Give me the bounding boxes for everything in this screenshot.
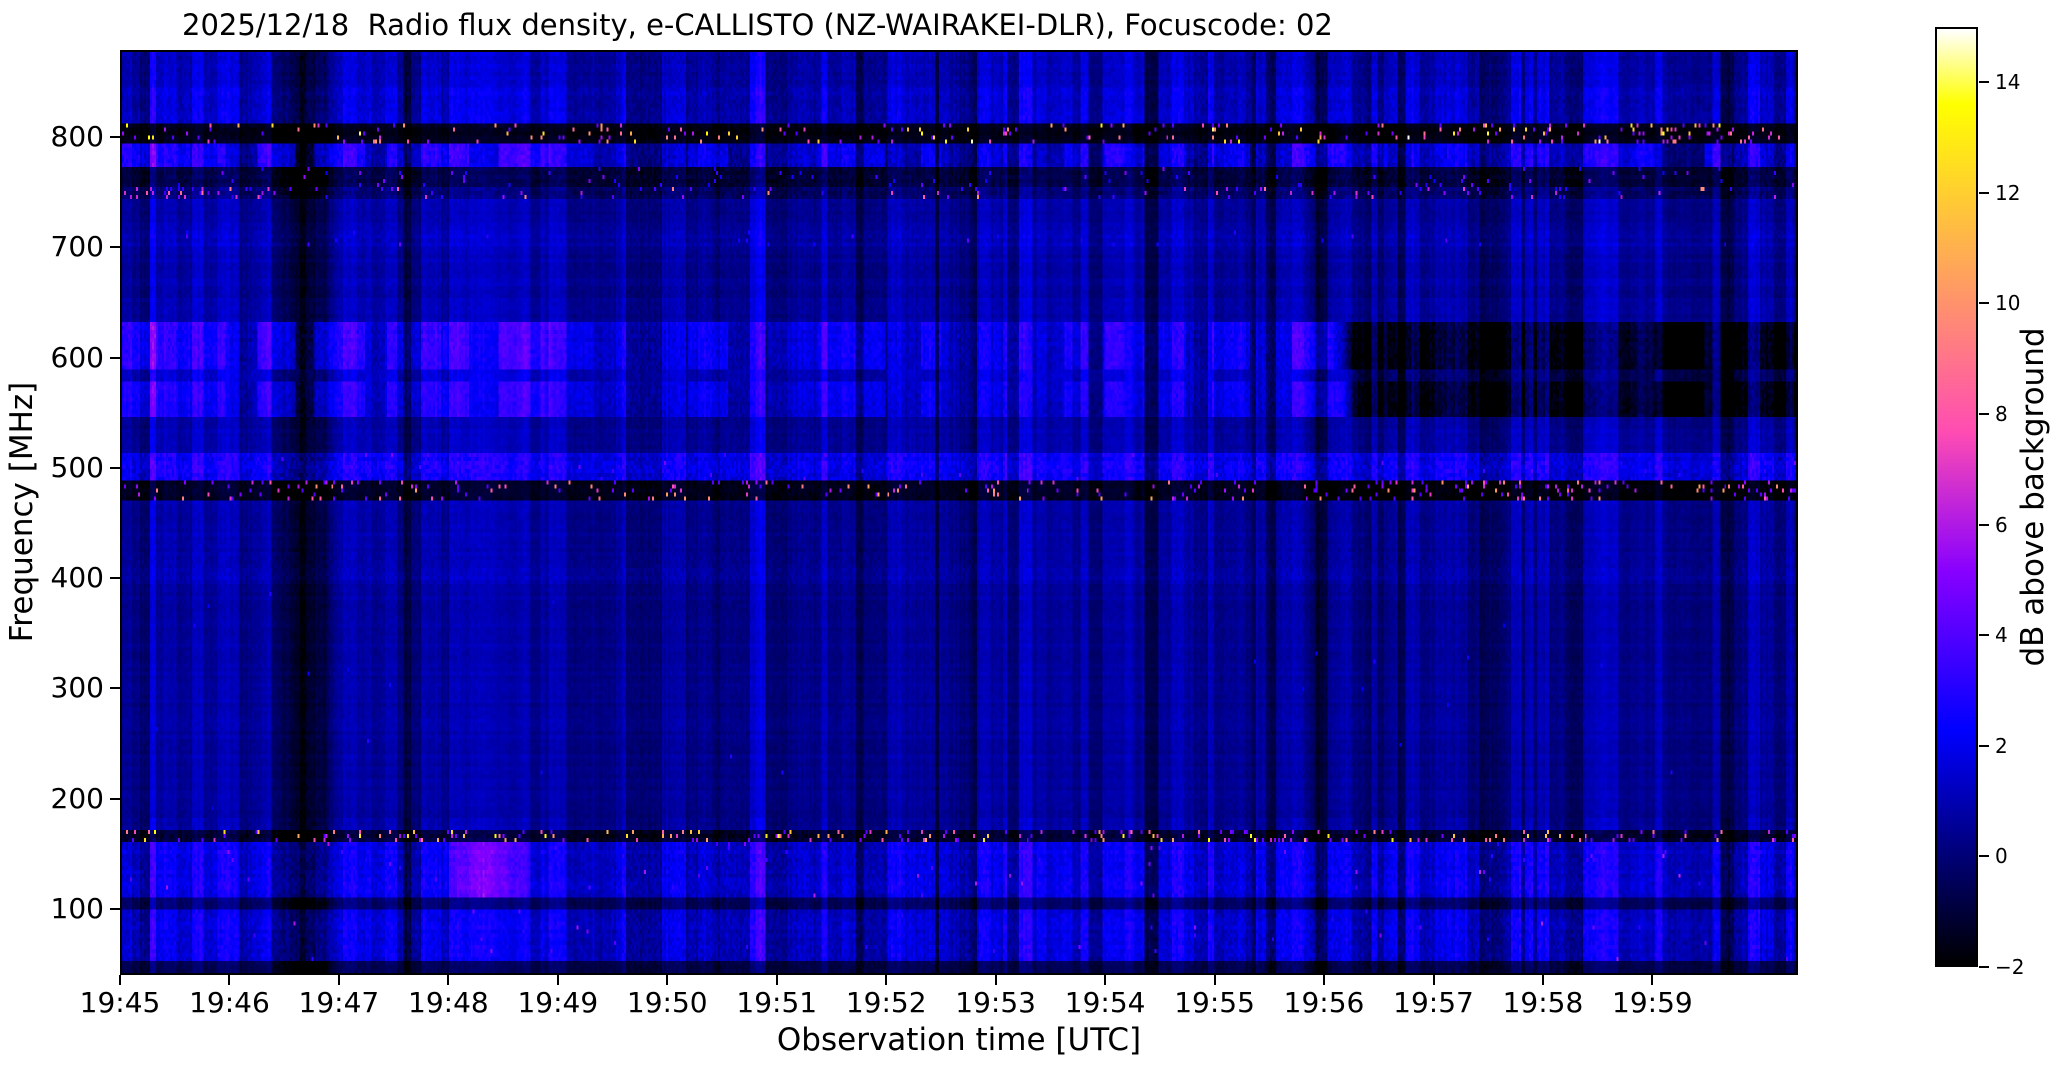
x-tick-label: 19:52 [845, 986, 927, 1019]
x-tick-label: 19:56 [1283, 986, 1365, 1019]
y-tick-label: 600 [50, 340, 104, 374]
x-tick-label: 19:58 [1502, 986, 1584, 1019]
x-tick-mark [1651, 975, 1654, 985]
colorbar-tick-mark [1979, 413, 1989, 416]
y-tick-label: 100 [50, 891, 104, 925]
colorbar-tick-mark [1979, 744, 1989, 747]
x-tick-mark [666, 975, 669, 985]
x-tick-mark [885, 975, 888, 985]
x-tick-mark [119, 975, 121, 985]
colorbar-tick-label: 14 [1995, 70, 2021, 95]
x-tick-label: 19:47 [298, 986, 380, 1019]
y-tick-label: 500 [50, 450, 104, 484]
colorbar-canvas [1937, 29, 1976, 965]
colorbar-tick-label: 0 [1995, 844, 2008, 869]
x-tick-label: 19:48 [408, 986, 489, 1019]
x-tick-mark [447, 975, 450, 985]
x-tick-label: 19:45 [79, 986, 161, 1019]
colorbar-tick-label: 2 [1995, 733, 2008, 758]
x-tick-label: 19:55 [1174, 986, 1255, 1019]
x-tick-mark [1323, 975, 1326, 985]
y-tick-mark [110, 356, 120, 359]
colorbar-tick-label: 6 [1995, 512, 2008, 537]
colorbar-tick-mark [1979, 523, 1989, 526]
y-tick-label: 300 [50, 671, 104, 705]
spectrogram-canvas [122, 52, 1796, 973]
colorbar-tick-mark [1979, 966, 1989, 968]
x-tick-mark [994, 975, 997, 985]
colorbar-tick-label: 8 [1995, 402, 2008, 427]
x-tick-mark [337, 975, 340, 985]
x-tick-label: 19:51 [736, 986, 818, 1019]
y-tick-label: 700 [50, 230, 104, 264]
x-tick-label: 19:49 [517, 986, 599, 1019]
colorbar-tick-label: 12 [1995, 180, 2021, 205]
colorbar-tick-mark [1979, 302, 1989, 305]
y-tick-mark [110, 907, 120, 910]
y-tick-label: 400 [50, 561, 104, 595]
y-axis-label: Frequency [MHz] [4, 381, 40, 643]
colorbar-tick-label: 10 [1995, 291, 2021, 316]
y-tick-label: 800 [50, 120, 104, 154]
colorbar-label: dB above background [2015, 327, 2051, 667]
x-tick-mark [1213, 975, 1216, 985]
x-tick-label: 19:53 [955, 986, 1036, 1019]
plot-title: 2025/12/18 Radio flux density, e-CALLIST… [182, 8, 1333, 42]
y-tick-mark [110, 797, 120, 800]
x-tick-mark [1104, 975, 1107, 985]
y-tick-mark [110, 136, 120, 139]
colorbar-tick-mark [1979, 855, 1989, 858]
x-tick-label: 19:54 [1064, 986, 1146, 1019]
y-tick-mark [110, 246, 120, 249]
x-tick-mark [228, 975, 231, 985]
x-tick-mark [775, 975, 778, 985]
y-tick-mark [110, 466, 120, 469]
x-tick-mark [556, 975, 559, 985]
x-tick-label: 19:46 [189, 986, 270, 1019]
colorbar [1935, 27, 1978, 967]
y-tick-mark [110, 577, 120, 580]
x-tick-mark [1541, 975, 1544, 985]
y-tick-mark [110, 687, 120, 690]
plot-area [120, 50, 1798, 975]
x-tick-label: 19:59 [1612, 986, 1693, 1019]
colorbar-tick-mark [1979, 81, 1989, 84]
y-tick-label: 200 [50, 781, 104, 815]
x-axis-label: Observation time [UTC] [776, 1022, 1142, 1058]
x-tick-label: 19:50 [626, 986, 708, 1019]
colorbar-tick-mark [1979, 634, 1989, 637]
colorbar-tick-label: −2 [1995, 955, 2025, 979]
x-tick-mark [1432, 975, 1435, 985]
colorbar-tick-label: 4 [1995, 623, 2008, 648]
colorbar-tick-mark [1979, 191, 1989, 194]
x-tick-label: 19:57 [1393, 986, 1474, 1019]
